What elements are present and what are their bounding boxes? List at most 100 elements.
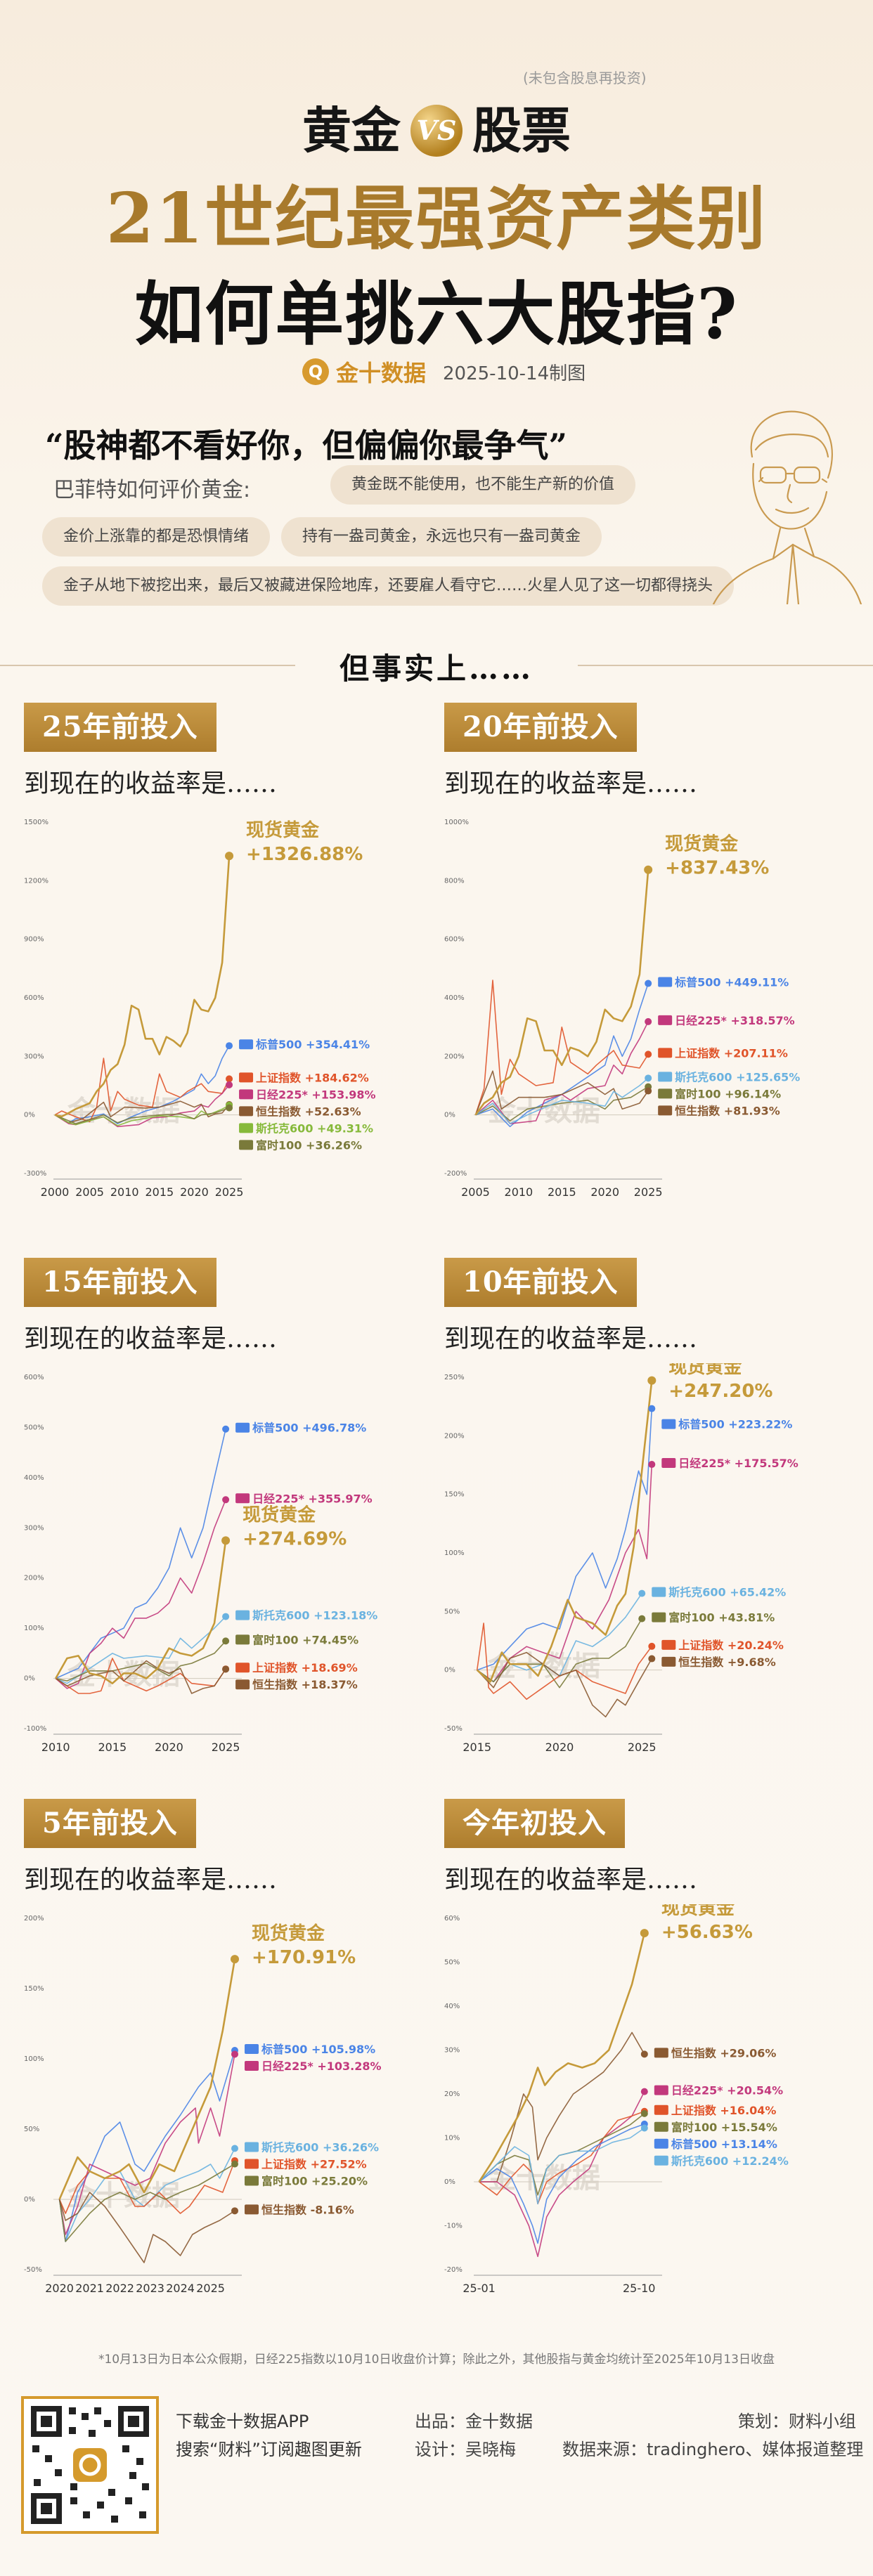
y-tick-label: 300% (24, 1053, 44, 1060)
series-label: 上证指数 +16.04% (671, 2104, 777, 2117)
flag-icon (661, 1656, 676, 1667)
panel-subtitle: 到现在的收益率是…… (24, 769, 278, 798)
quote-title: “股神都不看好你，但偏偏你最争气” (45, 427, 567, 464)
series-name: 标普500 (255, 1038, 306, 1051)
y-tick-label: 1000% (444, 819, 469, 826)
series-label: 日经225* +20.54% (671, 2084, 783, 2097)
end-dot-ftse (231, 2160, 238, 2168)
end-dot-nikkei (645, 1017, 652, 1025)
end-dot-shanghai (226, 1075, 233, 1083)
series-label: 恒生指数 +18.37% (252, 1678, 358, 1691)
series-label: 富时100 +74.45% (252, 1633, 358, 1646)
series-name: 富时100 (252, 1633, 302, 1646)
series-name: 恒生指数 (256, 1105, 305, 1118)
series-value: +103.28% (317, 2060, 381, 2073)
y-tick-label: 20% (444, 2090, 460, 2098)
flag-icon (661, 1419, 676, 1429)
y-tick-label: 100% (24, 1625, 44, 1632)
series-value: +355.97% (308, 1492, 372, 1505)
series-value: +449.11% (725, 976, 789, 989)
series-label: 富时100 +96.14% (675, 1087, 781, 1100)
series-label: 斯托克600 +36.26% (261, 2140, 379, 2154)
qr-code-icon[interactable] (21, 2396, 159, 2534)
footer: 下载金十数据APP 搜索“财料”订阅趣图更新 出品：金十数据 设计：吴晓梅 策划… (0, 2381, 873, 2576)
panel-ytd: 今年初投入 到现在的收益率是…… 金十数据 60% 50% 40% 30% 20% 10% 0… (444, 1799, 866, 2322)
brand-row: Q 金十数据 2025-10-14制图 (302, 356, 586, 388)
end-dot-hangseng (222, 1665, 230, 1673)
end-dot-gold (644, 865, 653, 874)
series-line-gold (55, 1540, 227, 1684)
series-line-gold (478, 1932, 646, 2183)
panel-title: 今年初投入 (444, 1799, 625, 1848)
series-line-nikkei (58, 2054, 235, 2235)
headline-gold: 黄金 (302, 101, 401, 160)
y-tick-label: 250% (444, 1374, 465, 1381)
y-tick-label: 0% (24, 2196, 35, 2204)
y-tick-label: 100% (24, 2055, 44, 2063)
flag-icon (654, 2138, 668, 2149)
flag-icon (235, 1493, 250, 1504)
series-line-sp500 (477, 1408, 653, 1671)
x-tick-label: 2023 (136, 2282, 164, 2295)
x-tick-label: 2025 (215, 1185, 244, 1199)
y-tick-label: -50% (24, 2266, 42, 2274)
series-value-label: +170.91% (252, 1947, 356, 1968)
series-line-stoxx (475, 1077, 649, 1124)
series-value: +25.20% (311, 2174, 368, 2187)
series-line-stoxx (479, 2127, 645, 2205)
series-label: 标普500 +105.98% (261, 2043, 375, 2056)
series-name-label: 现货黄金 (252, 1923, 325, 1944)
end-dot-gold (640, 1929, 649, 1938)
y-tick-label: 400% (24, 1474, 44, 1482)
flag-icon (245, 2142, 259, 2152)
flag-icon (658, 1105, 673, 1116)
panel-title: 15年前投入 (24, 1258, 216, 1307)
x-tick-label: 2010 (41, 1741, 70, 1754)
series-value: +105.98% (311, 2043, 375, 2056)
flag-icon (239, 1039, 254, 1050)
series-label: 富时100 +36.26% (256, 1138, 362, 1152)
series-label: 斯托克600 +123.18% (252, 1609, 377, 1622)
series-value: +96.14% (725, 1087, 781, 1100)
end-dot-stoxx (638, 1589, 646, 1597)
end-dot-sp500 (645, 980, 652, 987)
panel-subtitle: 到现在的收益率是…… (24, 1866, 278, 1894)
series-value: +123.18% (313, 1609, 377, 1622)
quote-subtitle: 巴菲特如何评价黄金: (53, 478, 251, 502)
series-value: +15.54% (721, 2121, 777, 2134)
headline-question: 如何单挑六大股指? (134, 274, 739, 355)
x-tick-label: 2005 (75, 1185, 104, 1199)
series-name: 斯托克600 (668, 1586, 730, 1599)
end-dot-nikkei (648, 1461, 656, 1469)
end-dot-hangseng (645, 1087, 652, 1095)
quote-pill-4: 金子从地下被挖出来，最后又被藏进保险地库，还要雇人看守它……火星人见了这一切都得… (42, 566, 735, 606)
flag-icon (658, 1015, 673, 1025)
series-value: +16.04% (720, 2104, 776, 2117)
x-tick-label: 2020 (180, 1185, 209, 1199)
y-tick-label: 0% (444, 1667, 455, 1674)
series-label: 标普500 +223.22% (678, 1418, 792, 1431)
series-label: 富时100 +15.54% (671, 2121, 777, 2134)
series-name-label: 现货黄金 (665, 833, 739, 855)
y-tick-label: 800% (444, 877, 465, 885)
end-dot-ftse (640, 2109, 648, 2117)
y-tick-label: -20% (444, 2266, 463, 2274)
y-tick-label: -200% (444, 1170, 467, 1178)
end-dot-stoxx (231, 2145, 238, 2152)
series-label: 恒生指数 +29.06% (671, 2046, 777, 2060)
series-label: 日经225* +103.28% (261, 2060, 382, 2073)
series-name: 标普500 (674, 976, 725, 989)
y-tick-label: -10% (444, 2223, 463, 2230)
series-line-shanghai (479, 2111, 645, 2205)
series-label: 日经225* +175.57% (678, 1457, 798, 1470)
x-tick-label: 25-01 (463, 2282, 496, 2295)
series-label: 上证指数 +27.52% (261, 2157, 367, 2171)
y-tick-label: 150% (444, 1491, 465, 1499)
flag-icon (658, 1048, 673, 1058)
series-name: 日经225* (252, 1492, 308, 1505)
y-tick-label: 500% (24, 1424, 44, 1431)
series-value: +318.57% (731, 1014, 795, 1027)
x-tick-label: 2020 (590, 1185, 619, 1199)
